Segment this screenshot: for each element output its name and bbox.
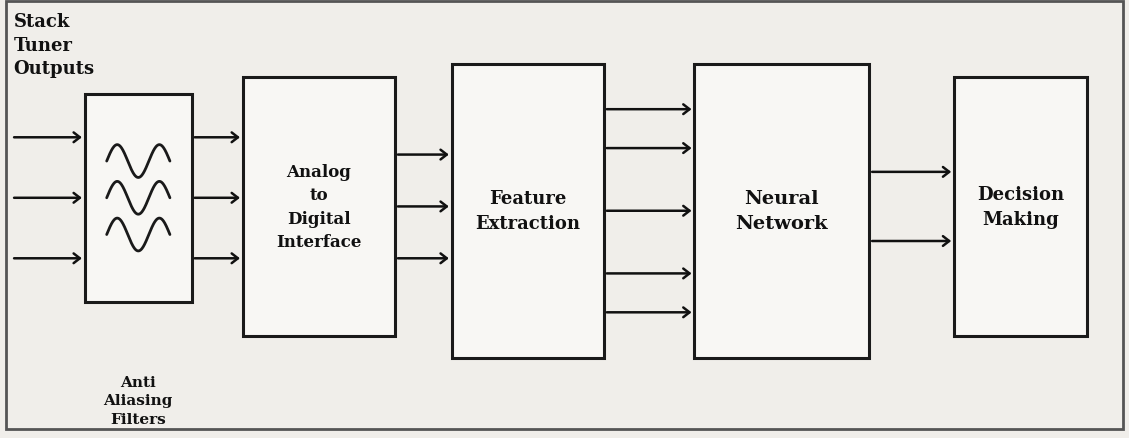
Text: Analog
to
Digital
Interface: Analog to Digital Interface xyxy=(277,163,361,251)
Bar xyxy=(452,65,604,358)
Text: Decision
Making: Decision Making xyxy=(977,186,1065,228)
Bar xyxy=(694,65,869,358)
Text: Stack
Tuner
Outputs: Stack Tuner Outputs xyxy=(14,13,95,78)
Bar xyxy=(85,95,192,302)
Text: Anti
Aliasing
Filters: Anti Aliasing Filters xyxy=(103,375,173,426)
Text: Feature
Extraction: Feature Extraction xyxy=(475,190,580,233)
Bar xyxy=(954,78,1087,336)
Bar xyxy=(243,78,395,336)
Text: Neural
Network: Neural Network xyxy=(736,190,828,233)
